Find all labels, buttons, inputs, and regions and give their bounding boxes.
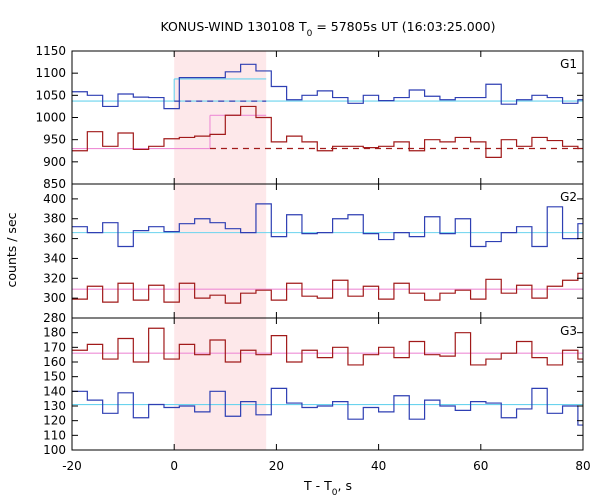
series-G3-1-step-line	[72, 327, 583, 366]
x-tick-label-20: 20	[269, 459, 284, 473]
y-tick-label-G2-280: 280	[43, 311, 66, 325]
x-tick-label--20: -20	[62, 459, 82, 473]
x-axis-label: T - T0, s	[303, 478, 352, 498]
y-tick-label-G2-320: 320	[43, 271, 66, 285]
panel-label-G1: G1	[560, 57, 577, 71]
series-G1-1-step-line	[72, 63, 583, 110]
y-tick-label-G3-180: 180	[43, 326, 66, 340]
x-tick-label-0: 0	[170, 459, 178, 473]
data-layer	[72, 63, 583, 426]
y-tick-label-G3-140: 140	[43, 384, 66, 398]
panel-label-G2: G2	[560, 190, 577, 204]
y-tick-label-G3-110: 110	[43, 428, 66, 442]
y-tick-label-G2-380: 380	[43, 212, 66, 226]
series-G3-2-step-line	[72, 387, 583, 426]
series-G2-1-step-line	[72, 203, 583, 248]
x-tick-label-60: 60	[473, 459, 488, 473]
y-tick-label-G1-850: 850	[43, 177, 66, 191]
axes-layer: 8509009501000105011001150G12803003203403…	[35, 44, 590, 473]
panel-label-G3: G3	[560, 324, 577, 338]
y-tick-label-G2-300: 300	[43, 291, 66, 305]
panel-frame-G3	[71, 317, 584, 451]
series-G2-2-step-line	[72, 272, 583, 304]
x-tick-label-80: 80	[575, 459, 590, 473]
y-tick-label-G1-1150: 1150	[35, 44, 66, 58]
y-tick-label-G3-100: 100	[43, 443, 66, 457]
y-tick-label-G2-340: 340	[43, 251, 66, 265]
x-axis-label-subscript: 0	[332, 488, 338, 498]
series-G1-2-step-line	[72, 105, 583, 158]
y-tick-label-G2-400: 400	[43, 192, 66, 206]
y-tick-label-G3-160: 160	[43, 355, 66, 369]
chart-title: KONUS-WIND 130108 T0 = 57805s UT (16:03:…	[160, 19, 495, 39]
panel-frame-G1	[71, 50, 584, 185]
x-axis-label-rest: , s	[338, 478, 352, 493]
highlight-interval	[174, 51, 267, 450]
y-tick-label-G3-150: 150	[43, 370, 66, 384]
chart-title-rest: = 57805s UT (16:03:25.000)	[312, 19, 495, 34]
x-axis-label-main: T - T	[303, 478, 332, 493]
y-tick-label-G1-1100: 1100	[35, 66, 66, 80]
chart-title-subscript: 0	[307, 29, 313, 39]
y-tick-label-G1-1000: 1000	[35, 111, 66, 125]
y-tick-label-G1-900: 900	[43, 155, 66, 169]
y-tick-label-G1-950: 950	[43, 133, 66, 147]
y-tick-label-G3-170: 170	[43, 340, 66, 354]
y-tick-label-G3-120: 120	[43, 414, 66, 428]
y-tick-label-G3-130: 130	[43, 399, 66, 413]
highlight-layer	[174, 51, 267, 450]
y-tick-label-G1-1050: 1050	[35, 88, 66, 102]
y-tick-label-G2-360: 360	[43, 232, 66, 246]
chart-title-main: KONUS-WIND 130108 T	[160, 19, 306, 34]
x-tick-label-40: 40	[371, 459, 386, 473]
y-axis-label: counts / sec	[4, 212, 19, 287]
